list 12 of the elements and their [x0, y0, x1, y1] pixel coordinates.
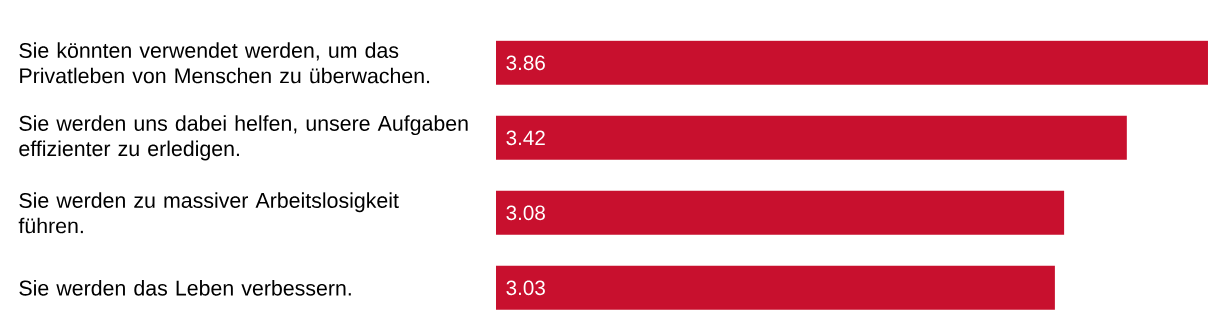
bar	[496, 265, 1055, 310]
bar	[496, 40, 1208, 85]
bar	[496, 190, 1065, 235]
data-label: 3.86	[506, 55, 545, 71]
bar	[496, 115, 1127, 160]
y-tick-label: Sie könnten verwendet werden, um das Privatleben von Menschen zu überwachen.	[19, 42, 430, 84]
data-label: 3.08	[506, 205, 545, 221]
y-tick-label: Sie werden uns dabei helfen, unsere Aufgaben effizienter zu erledigen.	[19, 115, 468, 161]
y-tick-label: Sie werden zu massiver Arbeitslosigkeit führen.	[18, 192, 399, 234]
y-tick-label: Sie werden das Leben verbessern.	[19, 280, 351, 296]
data-label: 3.42	[506, 130, 545, 146]
data-label: 3.03	[506, 280, 545, 296]
